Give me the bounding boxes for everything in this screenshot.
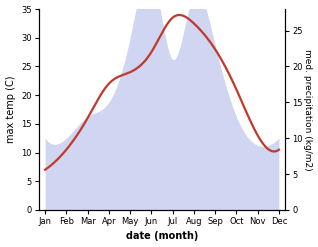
Y-axis label: med. precipitation (kg/m2): med. precipitation (kg/m2) (303, 49, 313, 170)
X-axis label: date (month): date (month) (126, 231, 198, 242)
Y-axis label: max temp (C): max temp (C) (5, 76, 16, 143)
